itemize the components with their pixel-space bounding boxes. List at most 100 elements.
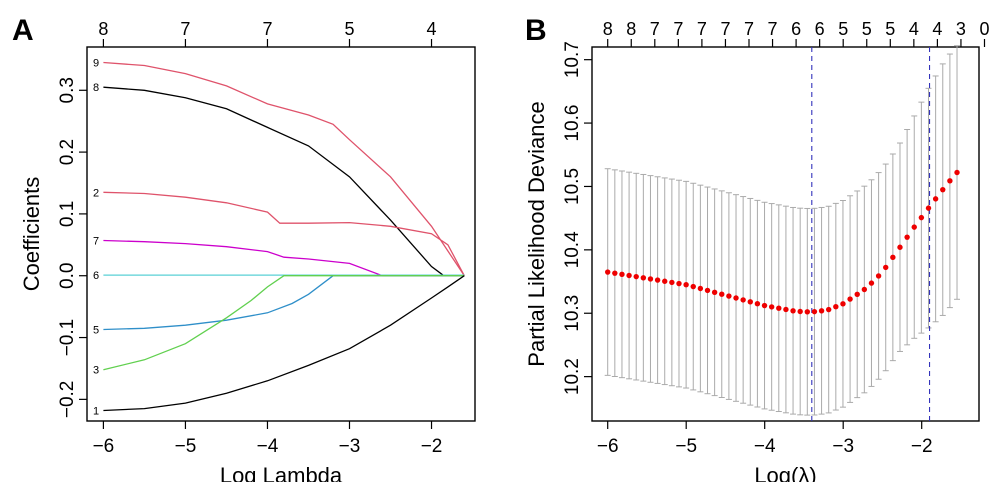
deviance-point bbox=[612, 270, 618, 276]
panel-b-top-tick-label: 7 bbox=[673, 19, 683, 39]
panel-a-x-tick-label: −3 bbox=[339, 436, 361, 457]
panel-a-y-tick-label: 0.2 bbox=[57, 139, 78, 165]
panel-b-y-tick-label: 10.6 bbox=[562, 105, 583, 142]
panel-a-x-tick-label: −4 bbox=[257, 436, 279, 457]
coefficient-path-8 bbox=[103, 86, 445, 277]
panel-a-x-tick-label: −6 bbox=[93, 436, 115, 457]
panel-b-top-tick-label: 5 bbox=[838, 19, 848, 39]
panel-b-x-tick-label: −2 bbox=[911, 436, 933, 457]
panel-a-letter: A bbox=[12, 14, 34, 47]
coefficient-path-5 bbox=[103, 275, 465, 331]
deviance-point bbox=[768, 304, 775, 310]
panel-b-x-axis-title: Log(λ) bbox=[754, 463, 816, 482]
coefficient-path-3 bbox=[103, 275, 465, 371]
panel-b-top-tick-label: 5 bbox=[885, 19, 895, 39]
panel-b-top-tick-label: 8 bbox=[626, 19, 636, 39]
panel-a-x-axis-title: Log Lambda bbox=[220, 463, 343, 482]
panel-b-top-tick-label: 8 bbox=[603, 19, 613, 39]
panel-a-y-tick-label: −0.1 bbox=[57, 319, 78, 357]
deviance-point bbox=[904, 234, 910, 240]
panel-a-top-tick-label: 5 bbox=[344, 19, 354, 39]
deviance-point bbox=[690, 283, 696, 290]
deviance-point bbox=[683, 281, 689, 288]
panel-b-top-tick-label: 7 bbox=[697, 19, 707, 39]
deviance-point bbox=[797, 308, 803, 315]
deviance-point bbox=[847, 296, 853, 302]
panel-b-plot-frame bbox=[591, 46, 980, 422]
panel-b-top-tick-label: 7 bbox=[720, 19, 730, 39]
panel-b-top-tick-label: 5 bbox=[862, 19, 872, 39]
deviance-point bbox=[740, 297, 746, 303]
deviance-point bbox=[925, 205, 932, 211]
deviance-point bbox=[697, 285, 704, 292]
deviance-point bbox=[918, 214, 925, 221]
coefficient-path-7 bbox=[103, 239, 465, 277]
panel-a-x-tick-label: −2 bbox=[421, 436, 443, 457]
panel-a-top-tick-label: 7 bbox=[262, 19, 272, 39]
panel-b-y-tick-label: 10.5 bbox=[562, 168, 583, 205]
deviance-point bbox=[897, 244, 903, 250]
deviance-point bbox=[875, 273, 882, 279]
coefficient-path-1 bbox=[103, 275, 465, 412]
deviance-point bbox=[890, 254, 896, 261]
deviance-point bbox=[747, 299, 753, 305]
coefficient-path-chart: −6 −5 −4 −3 −2 −0.2 −0.1 0.0 0.1 0.2 0.3 8 7 7 5 4 Log L… bbox=[19, 19, 476, 482]
deviance-point bbox=[932, 196, 939, 202]
deviance-point bbox=[947, 178, 953, 184]
panel-b-y-tick-label: 10.2 bbox=[562, 358, 583, 395]
panel-b-top-tick-label: 4 bbox=[932, 19, 942, 39]
coefficient-label-8: 8 bbox=[93, 82, 99, 94]
panel-b-y-tick-label: 10.4 bbox=[562, 231, 583, 268]
deviance-point bbox=[640, 275, 647, 281]
deviance-point bbox=[840, 301, 846, 307]
panel-b-x-tick-label: −6 bbox=[597, 436, 619, 457]
deviance-point bbox=[911, 224, 917, 230]
deviance-point bbox=[940, 186, 946, 193]
coefficient-label-6: 6 bbox=[93, 270, 99, 282]
deviance-point bbox=[776, 305, 782, 311]
cross-validation-deviance-chart: −6 −5 −4 −3 −210.210.310.410.510.610.78 8 7 7 7 7… bbox=[524, 19, 990, 482]
deviance-point bbox=[619, 271, 625, 278]
panel-b-top-tick-label: 3 bbox=[956, 19, 966, 39]
panel-b-top-tick-label: 0 bbox=[979, 19, 989, 39]
deviance-point bbox=[676, 280, 682, 287]
panel-b-y-axis-title: Partial Likelihood Deviance bbox=[524, 101, 549, 366]
deviance-point bbox=[761, 302, 768, 309]
deviance-point bbox=[954, 169, 960, 176]
deviance-point bbox=[868, 280, 875, 286]
panel-a-y-tick-label: 0.1 bbox=[57, 201, 78, 227]
panel-a-plot-frame bbox=[86, 46, 476, 422]
deviance-point bbox=[647, 276, 654, 282]
coefficient-label-5: 5 bbox=[93, 325, 99, 337]
panel-b-top-tick-label: 6 bbox=[815, 19, 825, 39]
deviance-point bbox=[633, 273, 639, 280]
coefficient-label-3: 3 bbox=[93, 365, 99, 377]
deviance-point bbox=[704, 287, 711, 294]
deviance-point bbox=[883, 264, 889, 271]
panel-b-x-tick-label: −4 bbox=[754, 436, 776, 457]
panel-b-letter: B bbox=[525, 14, 547, 47]
deviance-point bbox=[825, 306, 832, 313]
panel-b-top-tick-label: 6 bbox=[791, 19, 801, 39]
deviance-point bbox=[604, 269, 611, 275]
deviance-point bbox=[733, 295, 739, 301]
deviance-point bbox=[654, 277, 661, 283]
panel-a-top-tick-label: 4 bbox=[427, 19, 437, 39]
panel-a-y-tick-label: −0.2 bbox=[57, 381, 78, 419]
coefficient-label-7: 7 bbox=[93, 235, 99, 247]
panel-a-top-tick-label: 7 bbox=[180, 19, 190, 39]
panel-a-y-axis-title: Coefficients bbox=[19, 177, 44, 292]
coefficient-path-2 bbox=[103, 191, 465, 277]
panel-a-x-tick-label: −5 bbox=[175, 436, 197, 457]
panel-a-y-tick-label: 0.3 bbox=[57, 77, 78, 103]
deviance-point bbox=[861, 286, 868, 293]
deviance-point bbox=[811, 308, 818, 315]
panel-b-top-tick-label: 7 bbox=[744, 19, 754, 39]
deviance-point bbox=[754, 300, 761, 307]
panel-b-top-tick-label: 4 bbox=[909, 19, 919, 39]
deviance-point bbox=[833, 304, 839, 310]
deviance-point bbox=[818, 308, 825, 314]
coefficient-label-2: 2 bbox=[93, 187, 99, 199]
panel-b-y-tick-label: 10.3 bbox=[562, 295, 583, 332]
